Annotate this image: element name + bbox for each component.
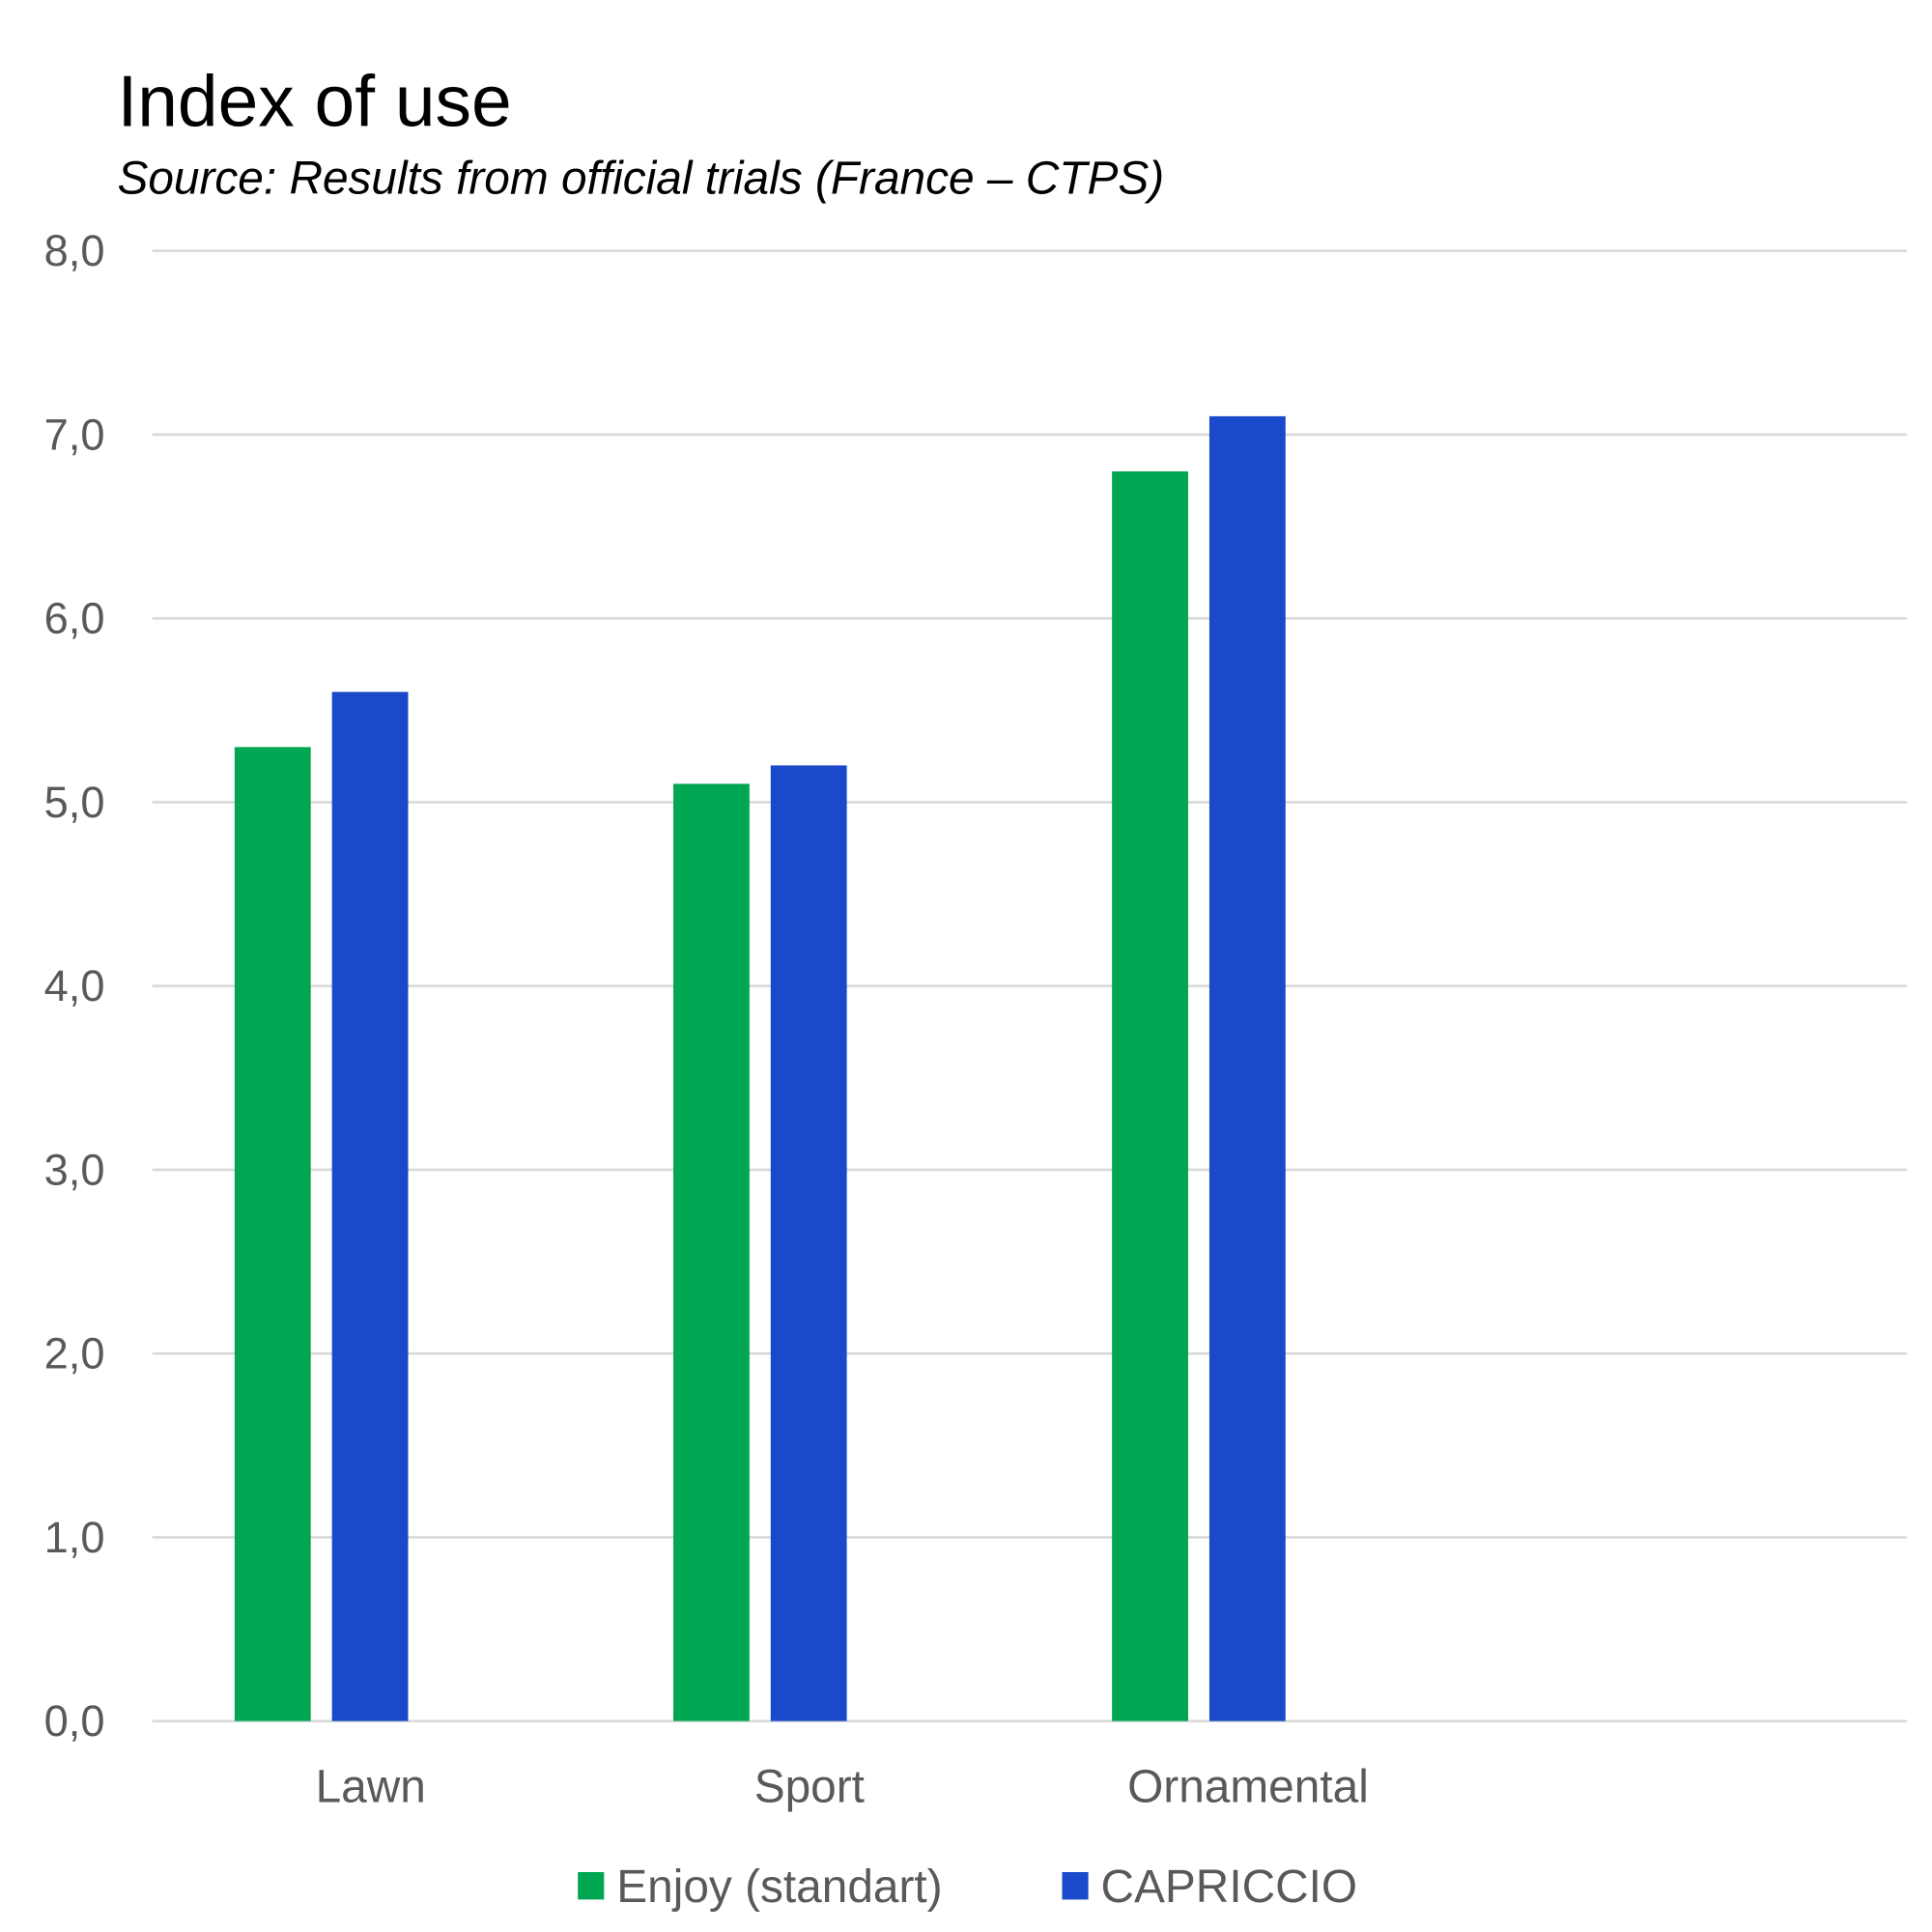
bar-sport-2 [770, 765, 847, 1721]
y-tick-label: 0,0 [44, 1696, 105, 1746]
chart-title: Index of use [117, 60, 511, 141]
y-tick-label: 4,0 [44, 961, 105, 1010]
bar-lawn-1 [234, 747, 311, 1721]
x-tick-label: Lawn [316, 1762, 426, 1813]
y-tick-label: 8,0 [44, 226, 105, 275]
legend-label: Enjoy (standart) [616, 1861, 942, 1913]
bar-ornamental-2 [1208, 415, 1286, 1721]
y-tick-label: 3,0 [44, 1145, 105, 1194]
y-tick-label: 6,0 [44, 594, 105, 643]
y-tick-label: 5,0 [44, 778, 105, 827]
bar-sport-1 [673, 783, 750, 1721]
bar-lawn-2 [331, 692, 409, 1721]
x-tick-label: Sport [754, 1762, 865, 1813]
legend-swatch [578, 1871, 605, 1900]
legend-label: CAPRICCIO [1101, 1861, 1358, 1913]
legend-swatch [1062, 1871, 1089, 1900]
bar-ornamental-1 [1112, 470, 1188, 1721]
y-tick-label: 7,0 [44, 410, 105, 459]
y-tick-label: 1,0 [44, 1513, 105, 1562]
x-tick-label: Ornamental [1127, 1762, 1369, 1813]
chart-subtitle: Source: Results from official trials (Fr… [117, 153, 1164, 204]
y-tick-label: 2,0 [44, 1329, 105, 1378]
